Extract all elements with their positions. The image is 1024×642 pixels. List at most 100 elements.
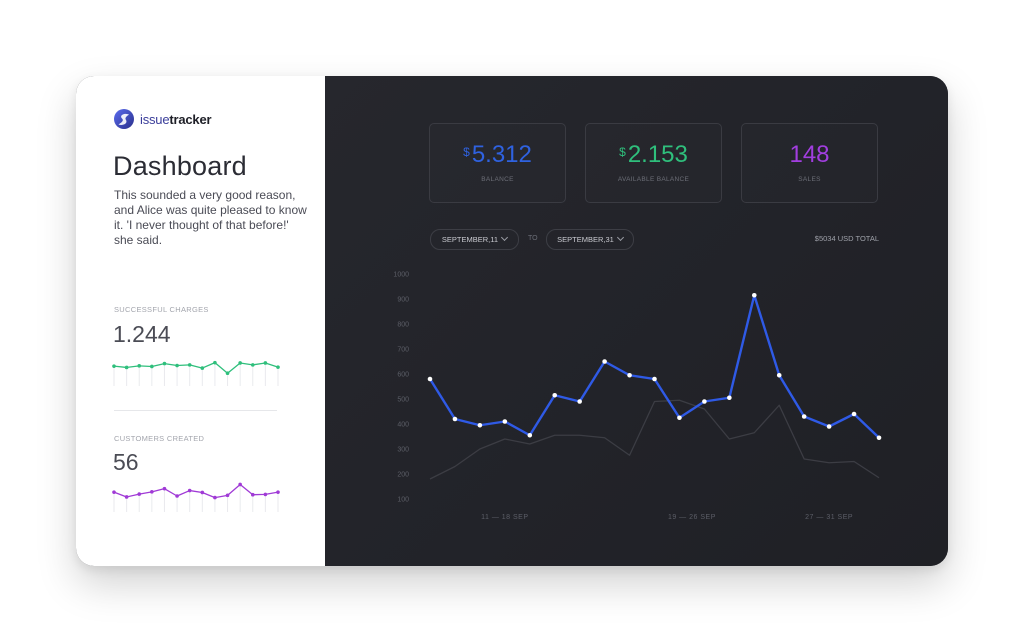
- customers-spark-point: [187, 488, 192, 493]
- brand-name-part1: issue: [140, 111, 170, 127]
- customers-label: CUSTOMERS CREATED: [114, 434, 205, 443]
- date-range-to-label: TO: [528, 235, 538, 242]
- charges-spark-point: [187, 363, 192, 367]
- kpi-sales-label: SALES: [798, 176, 821, 183]
- customers-spark-point: [213, 495, 217, 500]
- series-0-point: [876, 435, 882, 441]
- customers-spark-point: [112, 490, 116, 494]
- kpi-sales-amount: 148: [789, 141, 830, 168]
- y-tick-label: 300: [397, 447, 409, 454]
- customers-spark-point: [200, 490, 205, 495]
- y-tick-label: 1000: [393, 272, 409, 279]
- divider: [114, 410, 277, 411]
- customers-spark-point: [175, 494, 179, 498]
- kpi-balance-label: BALANCE: [481, 176, 514, 183]
- brand-logo[interactable]: issuetracker: [114, 109, 212, 129]
- series-0-point: [502, 419, 508, 424]
- charges-spark-point: [124, 365, 129, 370]
- kpi-available-label: AVAILABLE BALANCE: [617, 176, 690, 183]
- charges-spark-point: [276, 365, 280, 369]
- date-to-value: SEPTEMBER,31: [557, 235, 614, 244]
- customers-spark-point: [276, 490, 280, 494]
- charges-spark-point: [112, 364, 116, 368]
- kpi-available-amount: 2.153: [627, 141, 688, 168]
- charges-spark-point: [250, 363, 255, 367]
- y-tick-label: 800: [397, 322, 409, 329]
- charges-spark-point: [213, 360, 217, 365]
- customers-spark-point: [238, 482, 242, 487]
- kpi-balance[interactable]: $5.312 BALANCE: [429, 123, 566, 203]
- kpi-available-currency: $: [619, 145, 626, 159]
- charges-spark-point: [150, 364, 154, 369]
- kpi-balance-value: $5.312: [430, 141, 565, 169]
- series-0-point: [677, 415, 682, 421]
- charges-value: 1.244: [113, 321, 171, 347]
- y-tick-label: 600: [397, 372, 409, 379]
- y-tick-label: 900: [397, 297, 409, 304]
- series-0-point: [577, 399, 582, 404]
- series-0-point: [801, 414, 807, 419]
- logo-icon: [114, 109, 134, 129]
- series-0-point: [851, 411, 857, 417]
- charges-spark-point: [263, 361, 268, 365]
- kpi-sales-value: 148: [742, 141, 877, 169]
- customers-spark-point: [225, 493, 230, 498]
- series-0-line: [428, 294, 880, 439]
- y-tick-label: 700: [397, 347, 409, 354]
- dashboard-card: issuetracker Dashboard This sounded a ve…: [76, 76, 948, 566]
- charges-spark-point: [200, 366, 205, 370]
- customers-spark-point: [124, 495, 129, 499]
- series-0-point: [627, 372, 632, 378]
- brand-name-part2: tracker: [169, 111, 212, 127]
- series-0-point: [552, 392, 558, 398]
- charges-spark-point: [238, 361, 242, 365]
- series-0-point: [527, 432, 533, 438]
- date-from-value: SEPTEMBER,11: [441, 235, 499, 244]
- charges-spark-point: [137, 364, 142, 368]
- series-0-point: [452, 416, 458, 422]
- x-tick-label: 19 — 26 SEP: [668, 514, 716, 521]
- page-title: Dashboard: [113, 151, 247, 181]
- brand-name: issuetracker: [140, 111, 212, 127]
- x-tick-label: 11 — 18 SEP: [481, 514, 528, 521]
- kpi-available-value: $2.153: [586, 141, 721, 169]
- series-0-point: [427, 376, 433, 382]
- charges-label: SUCCESSFUL CHARGES: [114, 305, 209, 314]
- charges-sparkline: [112, 360, 280, 386]
- customers-spark-point: [150, 490, 154, 494]
- series-0-point: [727, 395, 732, 401]
- series-0-point: [602, 359, 607, 364]
- date-from-select[interactable]: SEPTEMBER,11: [430, 229, 519, 250]
- y-tick-label: 500: [397, 397, 409, 404]
- y-tick-label: 100: [397, 497, 409, 504]
- charges-spark-point: [175, 363, 179, 368]
- series-0-point: [751, 292, 757, 298]
- customers-spark-point: [250, 492, 255, 497]
- customers-spark-line: [113, 483, 279, 499]
- series-0-point: [826, 424, 832, 429]
- customers-spark-point: [137, 492, 142, 496]
- customers-value: 56: [113, 449, 139, 475]
- y-tick-label: 200: [397, 472, 409, 479]
- customers-sparkline: [112, 482, 280, 512]
- kpi-sales[interactable]: 148 SALES: [741, 123, 878, 203]
- page-description: This sounded a very good reason, and Ali…: [114, 188, 307, 247]
- series-1-line: [429, 399, 880, 480]
- charges-spark-point: [225, 371, 230, 375]
- x-tick-label: 27 — 31 SEP: [805, 514, 853, 521]
- y-tick-label: 400: [397, 422, 409, 429]
- sidebar: issuetracker Dashboard This sounded a ve…: [76, 76, 325, 566]
- main-panel: $5.312 BALANCE $2.153 AVAILABLE BALANCE …: [325, 76, 948, 566]
- series-0-point: [776, 372, 782, 378]
- revenue-line-chart: 1000 900 800 700 600 500 400 300 200 100 11 — 18 S…: [393, 272, 882, 521]
- customers-spark-point: [162, 486, 167, 491]
- charges-spark-point: [162, 361, 167, 366]
- series-0-point: [477, 422, 483, 428]
- customers-spark-point: [263, 492, 268, 497]
- kpi-balance-currency: $: [463, 145, 470, 159]
- date-to-select[interactable]: SEPTEMBER,31: [546, 229, 634, 250]
- kpi-available-balance[interactable]: $2.153 AVAILABLE BALANCE: [585, 123, 722, 203]
- series-0-point: [652, 376, 657, 382]
- series-0-point: [702, 399, 707, 404]
- kpi-balance-amount: 5.312: [471, 141, 532, 168]
